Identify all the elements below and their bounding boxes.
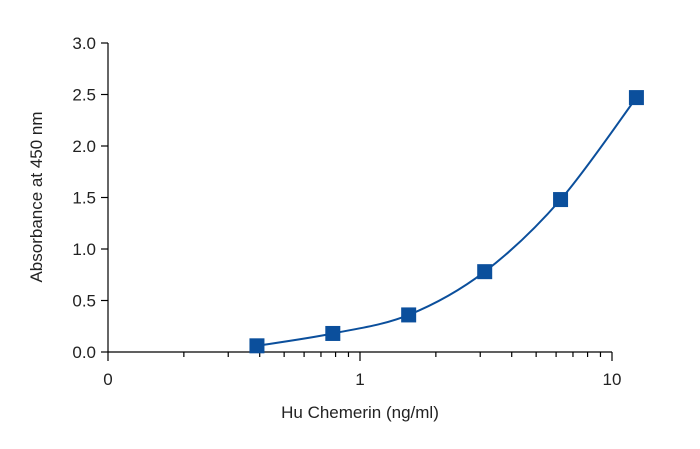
y-ticks: 0.0 0.5 1.0 1.5 2.0 2.5 3.0 — [72, 34, 108, 362]
y-tick-label: 2.5 — [72, 86, 96, 105]
y-tick-label: 0.5 — [72, 292, 96, 311]
x-tick-label: 10 — [603, 370, 622, 389]
x-axis-title: Hu Chemerin (ng/ml) — [281, 403, 439, 422]
y-tick-label: 1.5 — [72, 189, 96, 208]
y-axis-title: Absorbance at 450 nm — [27, 111, 46, 282]
axes — [107, 43, 612, 353]
data-points — [249, 90, 644, 354]
y-tick-label: 0.0 — [72, 343, 96, 362]
y-tick-label: 3.0 — [72, 34, 96, 53]
y-tick-label: 2.0 — [72, 137, 96, 156]
x-ticks: 0 1 10 — [103, 352, 621, 389]
data-point — [553, 192, 569, 208]
data-point — [628, 90, 644, 106]
y-tick-label: 1.0 — [72, 240, 96, 259]
x-tick-label: 0 — [103, 370, 112, 389]
data-point — [477, 264, 493, 280]
x-tick-label: 1 — [355, 370, 364, 389]
fit-curve — [256, 97, 638, 347]
data-point — [249, 338, 265, 354]
data-point — [401, 307, 417, 323]
data-point — [325, 325, 341, 341]
